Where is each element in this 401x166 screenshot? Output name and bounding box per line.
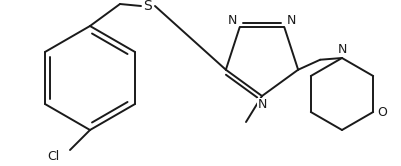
Text: N: N (257, 98, 266, 112)
Text: O: O (376, 106, 386, 119)
Text: Cl: Cl (48, 150, 60, 163)
Text: S: S (143, 0, 152, 13)
Text: N: N (227, 14, 237, 27)
Text: N: N (336, 43, 346, 56)
Text: N: N (286, 14, 295, 27)
